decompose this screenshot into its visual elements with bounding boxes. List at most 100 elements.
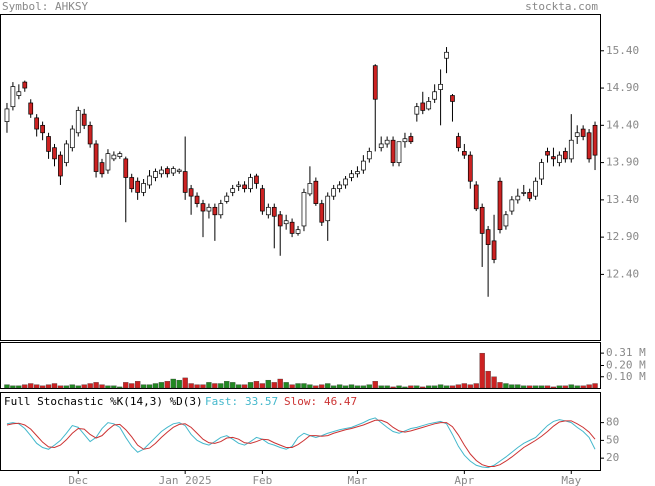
- candle-body: [462, 151, 467, 156]
- candle-body: [420, 102, 426, 111]
- candle-body: [384, 139, 390, 145]
- candle-body: [479, 206, 485, 234]
- candle-body: [123, 158, 129, 178]
- candle-body: [16, 91, 22, 96]
- volume-panel: [0, 342, 601, 389]
- volume-bar: [431, 385, 438, 389]
- candle-body: [10, 86, 16, 108]
- candle-body: [105, 153, 111, 171]
- volume-bar: [164, 381, 171, 389]
- candle-body: [467, 154, 473, 182]
- price-panel: [0, 14, 601, 341]
- volume-bar: [34, 384, 40, 389]
- candle-body: [396, 141, 402, 163]
- candle-body: [188, 188, 194, 197]
- y-tick-label: 14.40: [606, 118, 639, 131]
- volume-bar: [354, 385, 361, 389]
- candle-body: [485, 229, 491, 245]
- candle-body: [337, 184, 342, 190]
- volume-bar: [336, 384, 343, 389]
- volume-bar: [580, 385, 586, 389]
- candle-body: [473, 184, 479, 210]
- y-tick-label: 12.90: [606, 230, 639, 243]
- candle-body: [170, 168, 176, 174]
- volume-bar: [22, 384, 28, 389]
- volume-bar: [10, 385, 16, 389]
- candle-body: [586, 132, 592, 160]
- symbol: Symbol: AHKSY: [2, 0, 88, 13]
- volume-bar: [117, 386, 123, 389]
- candle-body: [432, 91, 437, 100]
- candle-body: [355, 171, 360, 175]
- candle-body: [182, 171, 188, 193]
- y-tick-label: 0.31 M: [606, 346, 646, 359]
- volume-bar: [402, 386, 408, 389]
- volume-bar: [372, 381, 378, 389]
- volume-bar: [491, 376, 497, 389]
- legend-name: Fast:: [205, 395, 238, 408]
- volume-bar: [182, 377, 188, 389]
- volume-bar: [283, 382, 289, 389]
- volume-bar: [473, 383, 479, 389]
- y-tick-label: 13.40: [606, 193, 639, 206]
- candle-body: [527, 192, 533, 199]
- candle-body: [361, 160, 366, 171]
- candle-body: [456, 136, 461, 149]
- candle-body: [46, 136, 51, 152]
- candle-body: [22, 81, 28, 89]
- volume-bar: [319, 384, 325, 389]
- volume-bar: [366, 384, 372, 389]
- volume-bar: [515, 384, 521, 389]
- volume-bar: [45, 384, 52, 389]
- candle-body: [58, 154, 63, 177]
- volume-bar: [485, 370, 491, 389]
- legend-value: 46.47: [324, 395, 357, 408]
- volume-bar: [277, 378, 283, 389]
- volume-bar: [509, 384, 515, 389]
- volume-bar: [105, 385, 111, 389]
- x-tick-label: May: [561, 474, 581, 486]
- volume-bar: [39, 385, 46, 389]
- candle-body: [319, 203, 325, 223]
- volume-bar: [443, 385, 450, 389]
- candle-body: [64, 143, 69, 163]
- candle-body: [521, 192, 527, 194]
- volume-bar: [134, 381, 141, 389]
- volume-bar: [556, 385, 563, 389]
- volume-bar: [123, 382, 129, 389]
- volume-bar: [532, 385, 539, 389]
- volume-bar: [313, 385, 319, 389]
- volume-bar: [503, 383, 509, 389]
- volume-bar: [271, 382, 277, 389]
- volume-bar: [170, 378, 176, 389]
- site: stockta.com: [525, 0, 598, 13]
- volume-bar: [342, 385, 349, 389]
- volume-bar: [224, 381, 230, 389]
- volume-bar: [140, 384, 147, 389]
- stochastic-title: Full Stochastic %K(14,3) %D(3): [4, 395, 203, 408]
- candle-body: [592, 124, 598, 156]
- volume-bar: [212, 383, 218, 389]
- candle-body: [343, 178, 348, 186]
- candle-body: [497, 180, 503, 231]
- candle-body: [248, 177, 253, 190]
- volume-bar: [63, 385, 70, 389]
- candle-body: [236, 184, 241, 187]
- candle-body: [515, 195, 521, 201]
- candle-body: [242, 184, 247, 190]
- candle-body: [349, 173, 354, 178]
- candle-body: [331, 188, 337, 197]
- candle-body: [503, 214, 509, 227]
- x-tick-label: Mar: [347, 474, 367, 486]
- candle-body: [307, 183, 313, 195]
- volume-bar: [348, 384, 355, 389]
- volume-bar: [408, 385, 414, 389]
- y-tick-label: 0.20 M: [606, 359, 646, 372]
- volume-bar: [194, 384, 200, 389]
- candle-body: [52, 147, 57, 160]
- candle-body: [260, 188, 265, 212]
- y-tick-label: 20: [606, 451, 619, 464]
- volume-bar: [527, 385, 533, 389]
- volume-bar: [253, 381, 260, 389]
- volume-bar: [420, 386, 426, 389]
